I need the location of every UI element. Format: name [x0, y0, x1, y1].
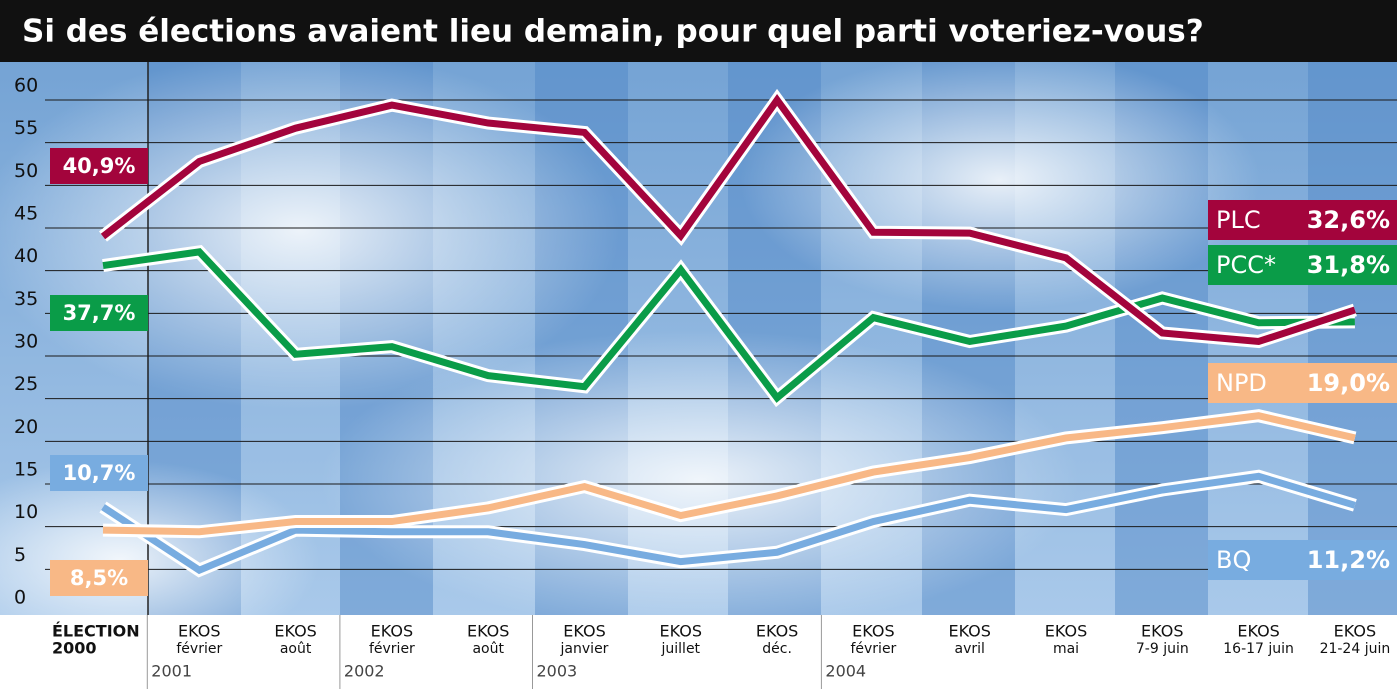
- legend-value: 11,2%: [1307, 546, 1390, 574]
- y-tick-label: 60: [14, 75, 38, 97]
- y-tick-label: 55: [14, 117, 38, 139]
- chart-title: Si des élections avaient lieu demain, po…: [22, 14, 1204, 50]
- x-tick-label: avril: [954, 641, 984, 657]
- start-label-box: [50, 455, 148, 491]
- y-tick-label: 50: [14, 160, 38, 182]
- x-year-label: 2003: [537, 662, 578, 681]
- x-year-label: 2002: [344, 662, 385, 681]
- x-tick-label: EKOS: [467, 622, 509, 641]
- x-tick-label: EKOS: [563, 622, 605, 641]
- start-label: 37,7%: [63, 301, 136, 325]
- x-tick-label: EKOS: [178, 622, 220, 641]
- x-tick-label: EKOS: [371, 622, 413, 641]
- x-tick-label: août: [280, 641, 312, 657]
- legend-box: [1208, 245, 1397, 285]
- legend-box: [1208, 363, 1397, 403]
- x-tick-label: août: [472, 641, 504, 657]
- x-tick-label: EKOS: [1334, 622, 1376, 641]
- y-tick-label: 15: [14, 459, 38, 481]
- legend-name: PLC: [1216, 206, 1261, 234]
- series-line: [100, 94, 1356, 346]
- legend-value: 19,0%: [1307, 369, 1390, 397]
- start-label-box: [50, 560, 148, 596]
- x-tick-label: EKOS: [756, 622, 798, 641]
- start-label-box: [50, 148, 148, 184]
- legend-box: [1208, 200, 1397, 240]
- y-tick-label: 45: [14, 203, 38, 225]
- x-tick-label: février: [850, 641, 896, 657]
- legend-value: 31,8%: [1307, 251, 1390, 279]
- x-tick-label: 21-24 juin: [1320, 641, 1391, 657]
- cloud: [740, 50, 1260, 310]
- legend-name: PCC*: [1216, 251, 1276, 279]
- title-bar: [0, 0, 1397, 62]
- y-tick-label: 40: [14, 245, 38, 267]
- x-tick-label: ÉLECTION: [52, 622, 140, 641]
- x-tick-label: janvier: [560, 641, 609, 657]
- series-line: [102, 412, 1356, 536]
- series-line: [101, 472, 1356, 575]
- x-tick-label: février: [369, 641, 415, 657]
- y-tick-label: 10: [14, 501, 38, 523]
- x-tick-label: EKOS: [948, 622, 990, 641]
- x-year-label: 2004: [825, 662, 866, 681]
- y-tick-label: 25: [14, 373, 38, 395]
- x-tick-label: EKOS: [274, 622, 316, 641]
- stripe: [1308, 62, 1397, 615]
- legend-value: 32,6%: [1307, 206, 1390, 234]
- cloud: [0, 50, 620, 410]
- cloud: [0, 460, 320, 660]
- start-label-box: [50, 295, 148, 331]
- x-tick-label: EKOS: [1045, 622, 1087, 641]
- x-tick-label: mai: [1053, 641, 1079, 657]
- x-tick-label: 2000: [52, 639, 97, 658]
- start-label: 10,7%: [63, 461, 136, 485]
- y-tick-label: 5: [14, 544, 26, 566]
- x-tick-label: février: [176, 641, 222, 657]
- y-tick-label: 30: [14, 331, 38, 353]
- x-tick-label: déc.: [762, 641, 792, 657]
- series-line: [102, 248, 1355, 403]
- start-label: 40,9%: [63, 154, 136, 178]
- x-tick-label: juillet: [661, 641, 701, 657]
- y-tick-label: 20: [14, 416, 38, 438]
- x-tick-label: EKOS: [852, 622, 894, 641]
- legend-name: BQ: [1216, 546, 1251, 574]
- x-tick-label: EKOS: [660, 622, 702, 641]
- legend-box: [1208, 540, 1397, 580]
- x-tick-label: 16-17 juin: [1223, 641, 1294, 657]
- y-tick-label: 35: [14, 288, 38, 310]
- x-tick-label: EKOS: [1141, 622, 1183, 641]
- x-year-label: 2001: [151, 662, 192, 681]
- y-tick-label: 0: [14, 587, 26, 609]
- legend-name: NPD: [1216, 369, 1267, 397]
- x-tick-label: 7-9 juin: [1136, 641, 1189, 657]
- x-tick-label: EKOS: [1237, 622, 1279, 641]
- x-axis-band: [0, 615, 1397, 689]
- cloud: [320, 330, 1080, 630]
- start-label: 8,5%: [70, 566, 128, 590]
